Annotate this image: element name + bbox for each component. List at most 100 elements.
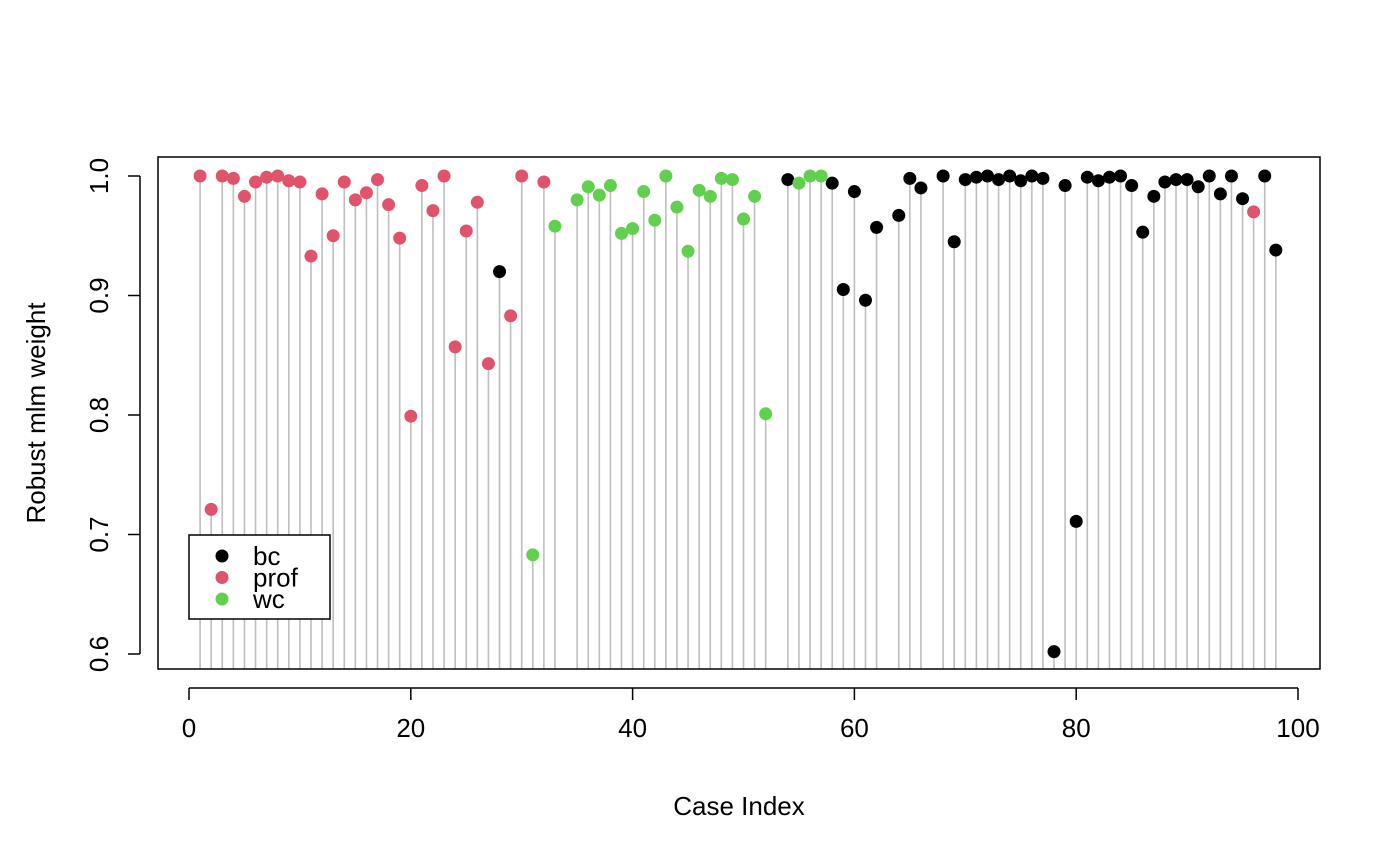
data-point-bc	[1114, 169, 1128, 183]
data-point-bc	[1258, 169, 1272, 183]
data-point-prof	[470, 195, 484, 209]
data-point-wc	[703, 189, 717, 203]
data-point-prof	[481, 357, 495, 371]
y-axis: 0.6 0.7 0.8 0.9 1.0	[84, 158, 141, 672]
data-point-bc	[493, 265, 507, 279]
y-tick-label: 0.8	[84, 397, 114, 433]
y-axis-title: Robust mlm weight	[21, 302, 51, 524]
data-point-wc	[803, 169, 817, 183]
data-point-bc	[1125, 179, 1139, 193]
data-point-wc	[725, 173, 739, 187]
legend-box	[188, 534, 331, 620]
x-axis-title: Case Index	[673, 791, 805, 821]
data-point-prof	[448, 340, 462, 354]
data-point-wc	[748, 189, 762, 203]
data-point-bc	[1047, 645, 1061, 659]
data-point-wc	[603, 179, 617, 193]
data-points	[193, 169, 1283, 659]
data-point-wc	[526, 548, 540, 562]
data-point-prof	[393, 231, 407, 245]
data-point-bc	[1136, 225, 1150, 239]
data-point-bc	[781, 173, 795, 187]
data-point-bc	[892, 208, 906, 222]
data-point-wc	[592, 188, 606, 202]
data-point-wc	[626, 222, 640, 236]
data-point-prof	[326, 229, 340, 243]
data-point-prof	[337, 175, 351, 189]
data-point-prof	[304, 249, 318, 263]
data-point-bc	[1014, 174, 1028, 188]
data-point-prof	[459, 224, 473, 238]
legend-marker-prof	[215, 571, 229, 584]
legend-label-prof: prof	[253, 563, 299, 593]
data-point-bc	[903, 171, 917, 185]
data-point-bc	[1269, 243, 1283, 257]
data-point-prof	[426, 204, 440, 218]
x-tick-label: 40	[618, 713, 647, 743]
data-point-wc	[737, 212, 750, 226]
data-point-wc	[548, 219, 562, 233]
data-point-prof	[404, 409, 418, 423]
data-point-bc	[1003, 169, 1017, 183]
data-point-prof	[260, 170, 274, 184]
y-tick-label: 0.6	[84, 636, 114, 672]
data-point-prof	[315, 187, 329, 201]
data-point-bc	[947, 235, 961, 249]
data-point-bc	[1236, 192, 1250, 206]
legend-label-bc: bc	[253, 541, 280, 571]
data-point-bc	[1091, 174, 1105, 188]
data-point-prof	[437, 169, 451, 183]
data-point-bc	[1169, 173, 1183, 187]
data-point-wc	[570, 193, 584, 207]
data-point-prof	[382, 198, 396, 212]
data-point-bc	[936, 169, 950, 183]
x-tick-label: 100	[1276, 713, 1319, 743]
data-point-wc	[814, 169, 828, 183]
data-point-bc	[1036, 171, 1050, 185]
data-point-prof	[226, 171, 240, 185]
data-point-wc	[681, 244, 695, 258]
data-point-wc	[792, 176, 806, 190]
data-point-bc	[914, 181, 928, 195]
plot-frame	[157, 156, 1321, 670]
data-point-prof	[537, 175, 551, 189]
data-point-prof	[504, 309, 518, 323]
data-point-prof	[204, 502, 218, 516]
legend-marker-wc	[215, 592, 229, 606]
data-point-prof	[237, 189, 251, 203]
data-point-bc	[825, 176, 839, 190]
x-tick-label: 60	[840, 713, 869, 743]
data-point-prof	[515, 169, 529, 183]
data-point-bc	[1191, 180, 1205, 194]
x-tick-label: 20	[396, 713, 425, 743]
data-point-bc	[969, 170, 983, 184]
y-tick-label: 0.9	[84, 277, 114, 313]
data-point-prof	[359, 186, 373, 200]
data-point-bc	[847, 185, 861, 199]
data-point-prof	[348, 193, 362, 207]
data-point-wc	[714, 171, 728, 185]
data-point-bc	[1180, 173, 1194, 187]
data-point-bc	[958, 173, 972, 187]
x-tick-label: 0	[182, 713, 196, 743]
stem-lines	[199, 176, 1277, 669]
data-point-wc	[692, 183, 706, 197]
data-point-bc	[1080, 170, 1094, 184]
data-point-bc	[836, 283, 850, 297]
data-point-prof	[415, 179, 429, 193]
data-point-bc	[1202, 169, 1216, 183]
data-point-prof	[249, 175, 263, 189]
data-point-bc	[1058, 179, 1072, 193]
data-point-bc	[1069, 514, 1083, 528]
data-point-wc	[615, 226, 629, 240]
data-point-bc	[870, 220, 884, 234]
data-point-bc	[1224, 169, 1238, 183]
legend-marker-bc	[215, 549, 229, 563]
data-point-wc	[637, 185, 651, 199]
data-point-bc	[1213, 187, 1227, 201]
y-tick-label: 1.0	[84, 158, 114, 194]
data-point-bc	[1102, 170, 1116, 184]
legend-label-wc: wc	[252, 584, 285, 614]
